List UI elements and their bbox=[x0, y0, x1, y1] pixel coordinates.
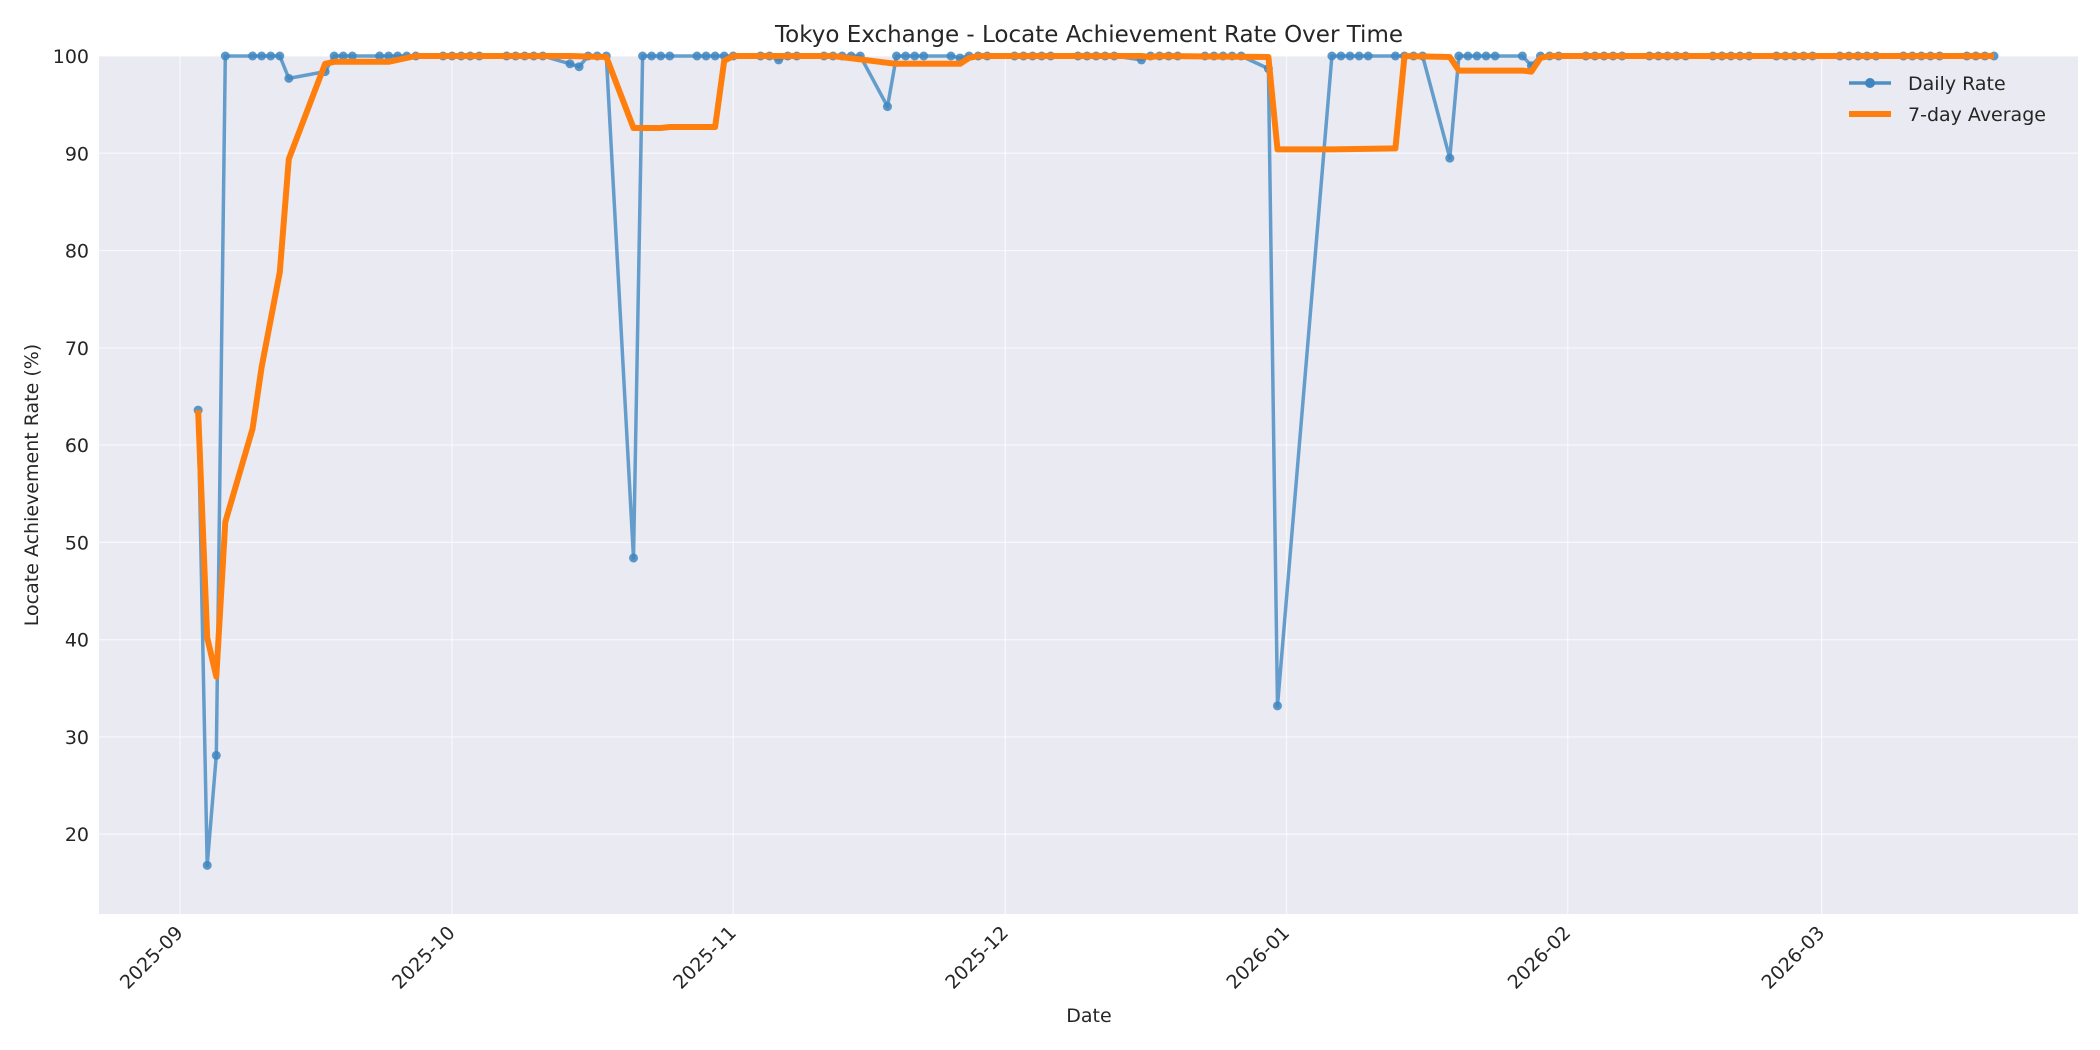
data-point bbox=[910, 51, 920, 61]
data-point bbox=[710, 51, 720, 61]
x-axis-ticks: 2025-09 2025-10 2025-11 2025-12 2026-01 2026-… bbox=[116, 922, 1829, 994]
data-point bbox=[1481, 51, 1491, 61]
x-tick-label: 2025-11 bbox=[669, 922, 741, 994]
data-point bbox=[565, 59, 575, 69]
data-point bbox=[1445, 153, 1455, 163]
x-tick-label: 2026-03 bbox=[1758, 922, 1830, 994]
y-tick-label: 60 bbox=[65, 435, 89, 457]
y-tick-label: 80 bbox=[65, 241, 89, 263]
data-point bbox=[266, 51, 276, 61]
legend-label-daily-rate: Daily Rate bbox=[1908, 73, 2006, 95]
data-point bbox=[1363, 51, 1373, 61]
data-point bbox=[638, 51, 648, 61]
data-point bbox=[275, 51, 285, 61]
data-point bbox=[701, 51, 711, 61]
x-tick-label: 2026-01 bbox=[1222, 922, 1294, 994]
data-point bbox=[919, 51, 929, 61]
y-tick-label: 100 bbox=[53, 46, 89, 68]
y-axis-ticks: 20 30 40 50 60 70 80 90 100 bbox=[53, 46, 89, 846]
data-point bbox=[384, 51, 394, 61]
data-point bbox=[656, 51, 666, 61]
data-point bbox=[220, 51, 230, 61]
y-tick-label: 20 bbox=[65, 824, 89, 846]
data-point bbox=[202, 860, 212, 870]
data-point bbox=[1336, 51, 1346, 61]
x-tick-label: 2025-10 bbox=[388, 922, 460, 994]
legend-box bbox=[1836, 66, 2072, 136]
data-point bbox=[1272, 701, 1282, 711]
grid-lines bbox=[99, 55, 2078, 914]
y-tick-label: 90 bbox=[65, 143, 89, 165]
legend-label-7-day-average: 7-day Average bbox=[1908, 104, 2046, 126]
data-point bbox=[347, 51, 357, 61]
data-point bbox=[329, 51, 339, 61]
data-point bbox=[1517, 51, 1527, 61]
data-point bbox=[901, 51, 911, 61]
average-line bbox=[195, 53, 1994, 680]
y-axis-title: Locate Achievement Rate (%) bbox=[21, 344, 43, 626]
data-point bbox=[1390, 51, 1400, 61]
data-point bbox=[665, 51, 675, 61]
daily-rate-marker-icon bbox=[1865, 78, 1875, 88]
plot-area bbox=[99, 56, 2078, 914]
y-tick-label: 70 bbox=[65, 338, 89, 360]
data-point bbox=[574, 62, 584, 72]
data-point bbox=[1327, 51, 1337, 61]
y-tick-label: 50 bbox=[65, 532, 89, 554]
data-point bbox=[338, 51, 348, 61]
x-tick-label: 2025-12 bbox=[941, 922, 1013, 994]
data-point bbox=[1490, 51, 1500, 61]
x-axis-title: Date bbox=[1066, 1005, 1111, 1027]
data-point bbox=[375, 51, 385, 61]
series-layer bbox=[193, 51, 1999, 870]
data-point bbox=[1463, 51, 1473, 61]
data-point bbox=[1472, 51, 1482, 61]
x-tick-label: 2026-02 bbox=[1504, 922, 1576, 994]
x-tick-label: 2025-09 bbox=[116, 922, 188, 994]
data-point bbox=[257, 51, 267, 61]
y-tick-label: 30 bbox=[65, 727, 89, 749]
legend-item-daily-rate: Daily Rate bbox=[1849, 73, 2006, 95]
series-7-day-average bbox=[195, 53, 1994, 680]
data-point bbox=[211, 750, 221, 760]
data-point bbox=[692, 51, 702, 61]
y-tick-label: 40 bbox=[65, 630, 89, 652]
data-point bbox=[629, 553, 638, 563]
legend-item-7-day-average: 7-day Average bbox=[1849, 104, 2046, 126]
data-point bbox=[946, 51, 956, 61]
data-point bbox=[1345, 51, 1355, 61]
legend: Daily Rate 7-day Average bbox=[1836, 66, 2072, 136]
data-point bbox=[1454, 51, 1464, 61]
data-point bbox=[882, 102, 892, 112]
data-point bbox=[892, 51, 902, 61]
data-point bbox=[248, 51, 258, 61]
data-point bbox=[1354, 51, 1364, 61]
data-point bbox=[284, 73, 294, 83]
data-point bbox=[647, 51, 657, 61]
chart-title: Tokyo Exchange - Locate Achievement Rate… bbox=[774, 22, 1403, 48]
